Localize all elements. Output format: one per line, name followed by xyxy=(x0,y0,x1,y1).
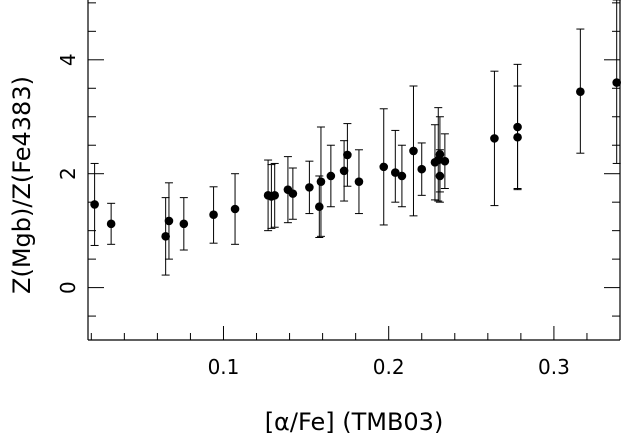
error-bars xyxy=(90,0,621,276)
data-point xyxy=(316,177,326,186)
data-point xyxy=(230,204,240,214)
data-point xyxy=(513,122,522,132)
data-point xyxy=(305,183,314,192)
data-point xyxy=(179,219,189,229)
data-point xyxy=(90,200,99,209)
data-point xyxy=(435,171,445,181)
x-tick-label: 0.1 xyxy=(208,355,240,379)
plot-frame xyxy=(87,0,621,341)
y-tick-label: 2 xyxy=(56,167,80,180)
data-point xyxy=(417,164,427,174)
y-axis-label: Z(Mgb)/Z(Fe4383) xyxy=(8,76,36,294)
data-point xyxy=(409,146,418,156)
data-point xyxy=(397,171,407,181)
x-axis-ticks: 0.1 0.2 0.3 xyxy=(90,326,621,379)
data-point xyxy=(435,150,445,159)
x-tick-label: 0.2 xyxy=(373,355,405,379)
data-point xyxy=(161,232,170,241)
data-point xyxy=(209,210,218,220)
data-point xyxy=(326,171,336,181)
y-tick-label: 0 xyxy=(56,281,80,294)
data-point xyxy=(315,202,324,212)
x-tick-label: 0.3 xyxy=(538,355,570,379)
data-point xyxy=(106,219,116,229)
data-point xyxy=(612,78,621,87)
data-point xyxy=(379,162,389,172)
data-point xyxy=(490,134,499,143)
data-point xyxy=(339,166,349,176)
y-tick-label: 4 xyxy=(56,53,80,66)
data-point xyxy=(164,216,174,226)
data-point xyxy=(440,156,450,166)
y-axis-ticks: 0 2 4 xyxy=(56,2,620,317)
data-point xyxy=(513,132,522,142)
data-point xyxy=(288,189,298,198)
data-points xyxy=(90,78,621,241)
data-point xyxy=(391,168,400,177)
data-point xyxy=(576,87,585,96)
data-point xyxy=(270,191,279,200)
data-point xyxy=(354,177,364,186)
data-point xyxy=(343,150,352,160)
x-axis-label: [α/Fe] (TMB03) xyxy=(265,408,444,436)
